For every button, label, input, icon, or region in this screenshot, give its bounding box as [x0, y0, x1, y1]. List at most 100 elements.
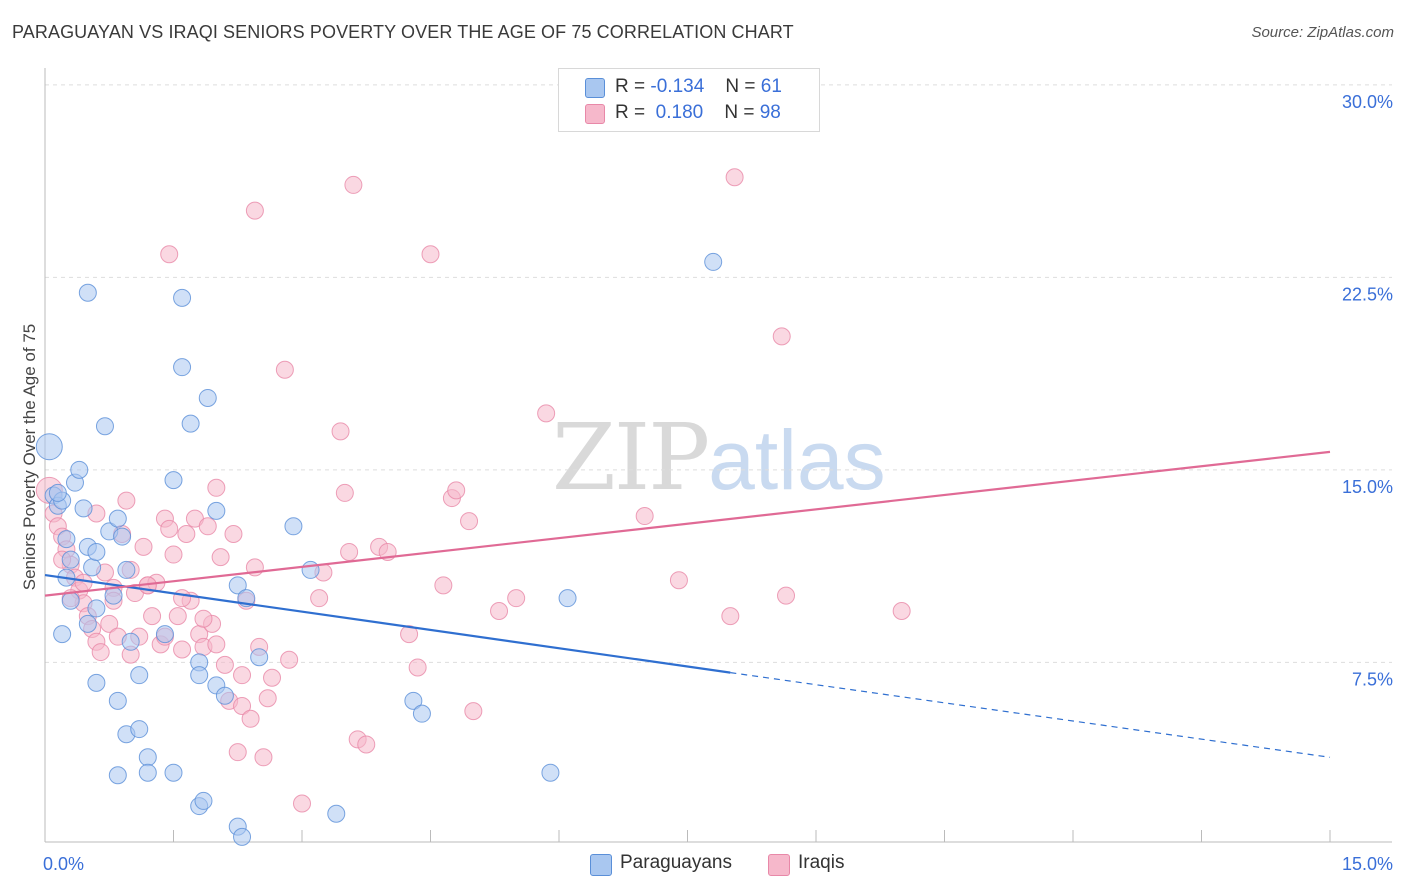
- paraguayan-point: [215, 686, 234, 705]
- iraqi-point: [635, 507, 654, 526]
- paraguayan-point: [35, 433, 63, 461]
- paraguayan-point: [327, 804, 346, 823]
- legend-r-value: -0.134: [650, 76, 705, 97]
- iraqi-point: [258, 689, 277, 708]
- watermark-zip: ZIP: [552, 404, 710, 511]
- iraqi-point: [215, 655, 234, 674]
- paraguayan-point: [228, 576, 247, 595]
- paraguayan-point: [173, 288, 192, 307]
- iraqi-point: [224, 525, 243, 543]
- iraqi-point: [100, 614, 119, 633]
- paraguayan-point: [130, 666, 149, 685]
- chart-title: PARAGUAYAN VS IRAQI SENIORS POVERTY OVER…: [12, 22, 794, 42]
- iraqi-point: [357, 735, 376, 754]
- paraguayan-point: [83, 558, 102, 577]
- paraguayan-point: [164, 763, 183, 782]
- iraqi-point: [194, 609, 213, 628]
- bottom-legend-swatch-paraguayans: [590, 854, 612, 876]
- iraqi-point: [164, 545, 183, 564]
- bottom-legend-label-paraguayans: Paraguayans: [620, 852, 732, 873]
- y-tick-label: 15.0%: [1342, 477, 1393, 497]
- legend-n-label: N =: [724, 102, 755, 123]
- watermark: ZIPatlas: [552, 404, 886, 511]
- iraqi-point: [310, 589, 329, 608]
- iraqi-point: [490, 602, 509, 620]
- legend-r-label: R =: [615, 76, 646, 97]
- paraguayan-point: [541, 763, 560, 782]
- iraqi-point: [537, 404, 556, 423]
- iraqi-point: [421, 245, 440, 264]
- source-label: Source: ZipAtlas.com: [1251, 24, 1394, 41]
- y-tick-label: 22.5%: [1342, 284, 1393, 304]
- paraguayan-point: [95, 417, 114, 436]
- paraguayan-point: [704, 252, 723, 271]
- iraqi-point: [293, 794, 311, 813]
- paraguayan-point: [138, 748, 157, 767]
- paraguayan-point: [78, 283, 97, 302]
- paraguayan-point: [155, 625, 174, 644]
- paraguayan-point: [130, 720, 149, 739]
- iraqi-point: [241, 709, 260, 728]
- iraqi-point: [245, 201, 264, 220]
- legend-swatch-paraguayans: [585, 78, 605, 98]
- iraqi-point: [143, 607, 162, 626]
- paraguayan-point: [173, 358, 192, 377]
- paraguayan-point: [284, 517, 303, 536]
- iraqi-point: [117, 491, 136, 510]
- paraguayan-point: [87, 599, 106, 618]
- paraguayan-point: [233, 827, 252, 846]
- iraqi-point: [280, 650, 299, 669]
- paraguayan-point: [70, 460, 89, 479]
- iraqi-point: [335, 483, 354, 502]
- paraguayan-point: [117, 560, 136, 579]
- data-points: [35, 168, 911, 846]
- paraguayan-point: [404, 691, 423, 710]
- legend-n-value: 98: [759, 102, 781, 123]
- iraqi-point: [91, 643, 110, 662]
- paraguayan-point: [198, 388, 217, 407]
- paraguayan-point: [121, 632, 140, 651]
- paraguayan-point: [61, 550, 80, 569]
- y-tick-label: 7.5%: [1352, 669, 1393, 689]
- paraguayan-point: [108, 766, 127, 785]
- paraguayan-point: [207, 501, 226, 520]
- y-tick-label: 30.0%: [1342, 92, 1393, 112]
- iraqi-point: [168, 607, 187, 626]
- paraguayan-point: [558, 589, 577, 608]
- iraqi-point: [434, 576, 453, 595]
- iraqi-point: [669, 571, 688, 590]
- iraqi-point: [263, 668, 282, 687]
- legend-n-label: N =: [725, 76, 756, 97]
- watermark-atlas: atlas: [708, 413, 886, 507]
- paraguayan-point: [194, 791, 213, 810]
- paraguayan-point: [138, 763, 157, 782]
- iraqi-point: [772, 327, 791, 346]
- x-tick-label: 0.0%: [43, 854, 84, 874]
- iraqi-point: [331, 422, 350, 441]
- paraguayan-point: [78, 614, 97, 633]
- paraguayan-trend-extension: [730, 672, 1331, 758]
- legend-r-label: R =: [615, 102, 646, 123]
- bottom-legend-swatch-iraqis: [768, 854, 790, 876]
- paraguayan-point: [87, 673, 106, 692]
- iraqi-point: [233, 666, 252, 685]
- iraqi-point: [464, 702, 483, 721]
- iraqi-point: [892, 602, 911, 620]
- legend-text-paraguayans: R = -0.134 N = 61: [615, 76, 782, 98]
- y-axis-title: Seniors Poverty Over the Age of 75: [20, 324, 39, 590]
- iraqi-point: [211, 548, 230, 567]
- iraqi-trend-line: [44, 450, 1331, 597]
- iraqi-point: [207, 478, 226, 497]
- iraqi-point: [198, 517, 217, 536]
- paraguayan-point: [412, 704, 431, 723]
- iraqi-point: [340, 542, 359, 561]
- legend-n-value: 61: [760, 76, 782, 97]
- iraqi-point: [460, 512, 479, 531]
- paraguayan-point: [301, 560, 320, 579]
- legend-r-value: 0.180: [655, 102, 704, 123]
- iraqi-point: [275, 360, 294, 379]
- iraqi-point: [173, 589, 192, 608]
- legend-swatch-iraqis: [585, 104, 605, 124]
- legend-text-iraqis: R = 0.180 N = 98: [615, 102, 781, 124]
